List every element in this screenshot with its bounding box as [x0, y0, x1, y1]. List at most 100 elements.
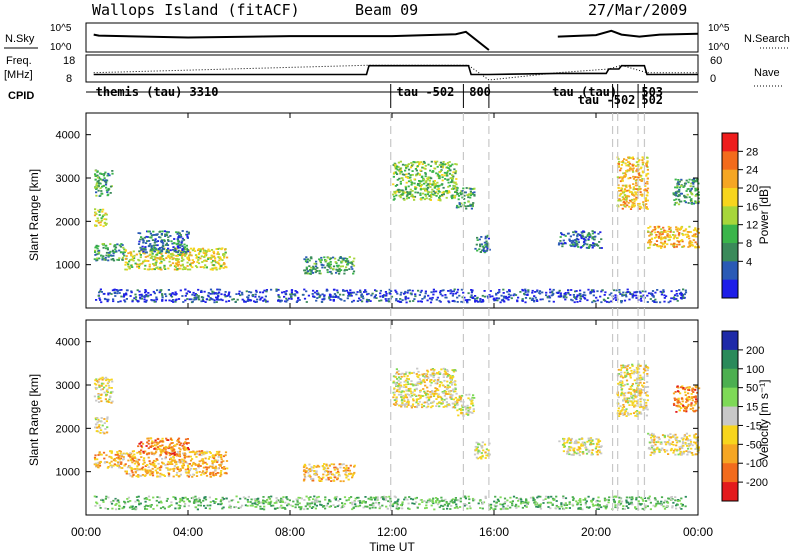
velocity-speckle — [327, 470, 330, 473]
power-speckle — [442, 161, 445, 163]
velocity-speckle — [197, 463, 201, 466]
velocity-speckle — [575, 442, 578, 445]
power-speckle — [171, 262, 174, 265]
power-speckle — [137, 258, 140, 261]
velocity-speckle — [442, 406, 445, 408]
power-speckle — [229, 295, 232, 298]
power-speckle — [449, 164, 452, 167]
velocity-speckle — [442, 376, 445, 378]
velocity-speckle — [407, 404, 410, 406]
power-speckle — [378, 299, 381, 302]
power-speckle — [137, 265, 141, 268]
velocity-speckle — [106, 426, 109, 429]
power-speckle — [165, 295, 168, 298]
velocity-speckle — [645, 406, 648, 409]
velocity-speckle — [461, 406, 464, 409]
velocity-speckle — [410, 380, 413, 382]
power-speckle — [390, 295, 394, 298]
power-speckle — [630, 191, 633, 193]
power-speckle — [450, 177, 453, 180]
velocity-speckle — [688, 445, 691, 448]
power-speckle — [640, 174, 643, 177]
velocity-speckle — [111, 400, 114, 403]
velocity-speckle — [591, 449, 594, 451]
velocity-speckle — [96, 417, 99, 419]
power-speckle — [697, 200, 700, 203]
power-speckle — [296, 300, 299, 302]
power-speckle — [177, 246, 180, 249]
power-speckle — [556, 292, 560, 294]
velocity-speckle — [567, 451, 570, 453]
power-speckle — [595, 243, 598, 246]
velocity-speckle — [422, 375, 425, 377]
velocity-speckle — [140, 456, 143, 458]
power-speckle — [624, 184, 627, 187]
power-speckle — [690, 198, 693, 200]
power-speckle — [458, 203, 461, 205]
freq-tick-bottom: 8 — [66, 73, 72, 85]
power-speckle — [423, 296, 426, 299]
power-speckle — [455, 206, 458, 209]
velocity-speckle — [399, 373, 402, 376]
power-speckle — [181, 237, 184, 240]
velocity-speckle — [104, 461, 107, 463]
power-speckle — [474, 300, 477, 303]
power-speckle — [623, 175, 626, 178]
velocity-speckle — [148, 460, 151, 462]
velocity-speckle — [568, 438, 571, 440]
power-speckle — [334, 257, 337, 260]
velocity-speckle — [125, 452, 128, 455]
velocity-speckle — [117, 463, 120, 465]
power-speckle — [488, 248, 491, 251]
power-speckle — [174, 264, 177, 267]
power-speckle — [315, 299, 318, 302]
velocity-speckle — [399, 404, 403, 407]
cpid-labels-group: themis (tau) 3310 tau -502 800 tau (tau)tau… — [96, 84, 663, 108]
power-speckle — [147, 230, 150, 233]
power-speckle — [179, 267, 182, 270]
power-speckle — [215, 268, 218, 271]
power-speckle — [107, 172, 110, 175]
velocity-speckle — [151, 440, 154, 443]
power-speckle — [305, 301, 308, 303]
power-speckle — [171, 252, 174, 255]
power-speckle — [312, 265, 315, 268]
power-speckle — [417, 300, 420, 303]
velocity-speckle — [147, 437, 150, 440]
power-speckle — [347, 293, 350, 296]
power-speckle — [582, 235, 585, 238]
power-speckle — [620, 164, 623, 166]
power-speckle — [398, 177, 401, 180]
velocity-speckle — [183, 454, 186, 457]
velocity-speckle — [446, 373, 449, 375]
power-speckle — [531, 289, 534, 292]
power-speckle — [639, 187, 642, 190]
power-speckle — [617, 199, 620, 202]
power-speckle — [597, 232, 600, 235]
velocity-speckle — [397, 376, 401, 379]
power-speckle — [659, 301, 662, 304]
velocity-speckle — [187, 442, 190, 444]
velocity-speckle — [628, 404, 631, 406]
velocity-speckle — [663, 449, 666, 451]
power-speckle — [131, 266, 134, 268]
power-speckle — [187, 232, 190, 235]
power-speckle — [623, 188, 627, 191]
velocity-speckle — [395, 390, 399, 393]
velocity-speckle — [110, 387, 113, 389]
power-speckle — [262, 300, 265, 302]
power-speckle — [177, 261, 180, 263]
velocity-speckle — [449, 381, 452, 384]
velocity-speckle — [353, 464, 356, 467]
power-speckle — [399, 182, 402, 185]
power-speckle — [125, 255, 128, 257]
power-speckle — [105, 218, 108, 221]
power-speckle — [526, 293, 529, 296]
power-speckle — [673, 296, 676, 299]
velocity-speckle — [94, 458, 97, 461]
power-speckle — [160, 233, 163, 235]
power-speckle — [97, 185, 100, 187]
power-speckle — [413, 178, 416, 181]
velocity-speckle — [629, 385, 632, 388]
power-speckle — [507, 293, 510, 296]
